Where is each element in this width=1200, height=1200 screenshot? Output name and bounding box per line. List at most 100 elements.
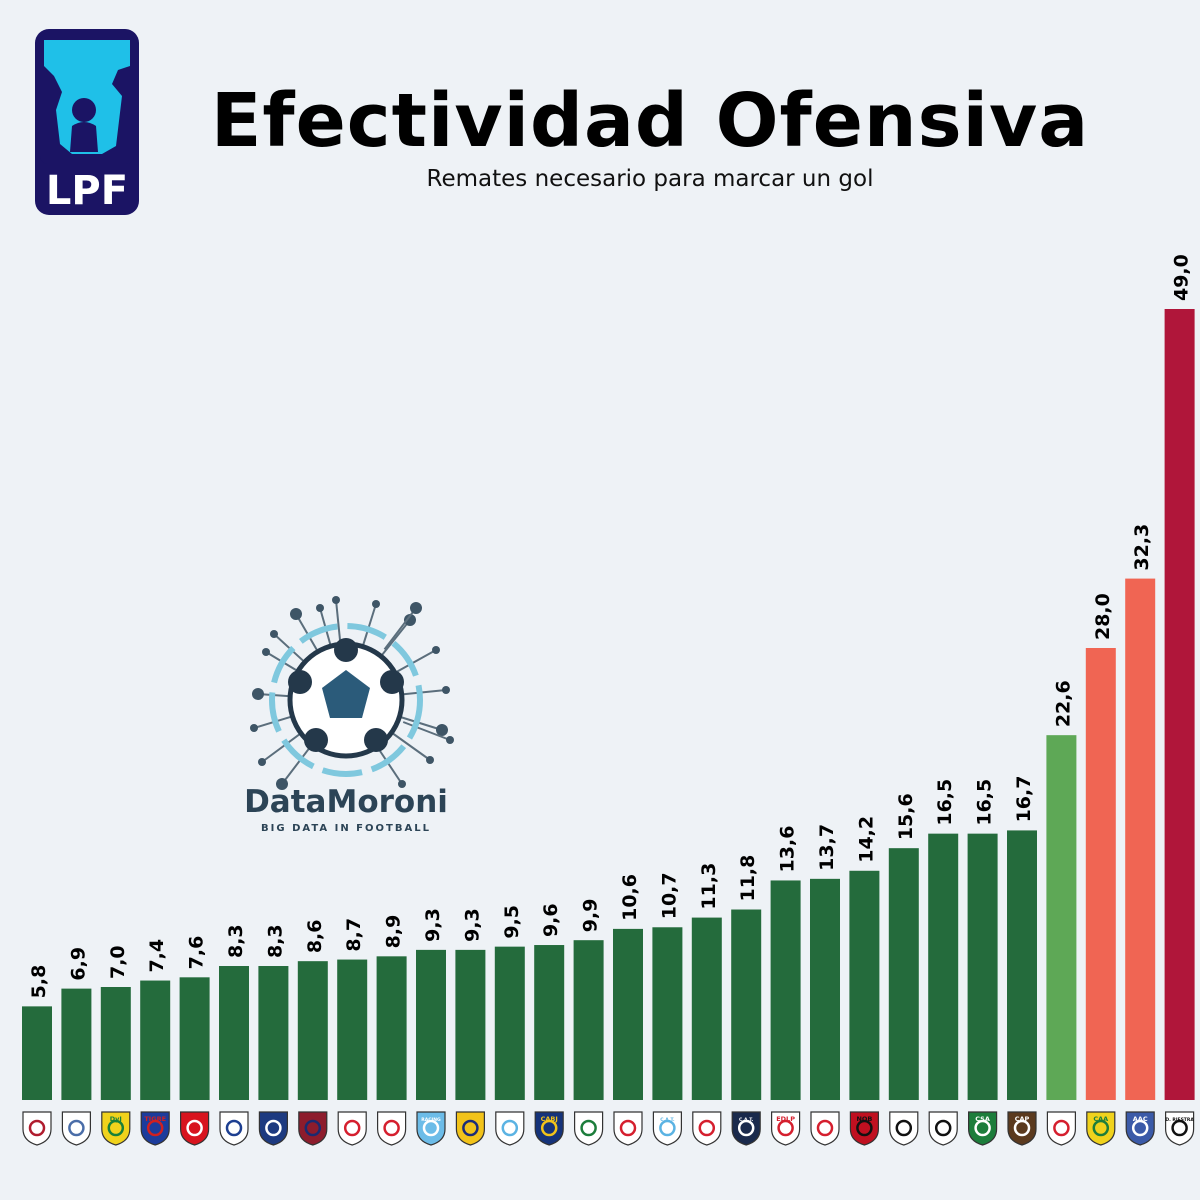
crest-emblem <box>934 1119 952 1137</box>
network-node <box>442 686 450 694</box>
bar-value-label: 10,6 <box>619 874 641 921</box>
crest-text: D. RIESTRA <box>1165 1117 1194 1123</box>
crest-emblem <box>1013 1119 1031 1137</box>
network-link <box>402 721 451 741</box>
lpf-logo-arm <box>70 122 98 152</box>
bar-value-label: 16,5 <box>934 779 956 826</box>
crest-shield <box>652 1111 682 1146</box>
network-node <box>250 724 258 732</box>
bar <box>100 987 131 1100</box>
bar-value-label: 16,5 <box>974 779 996 826</box>
ball-ring <box>269 623 423 777</box>
crest-emblem <box>462 1119 479 1137</box>
bar-value-label: 9,6 <box>540 903 562 937</box>
network-node <box>290 608 302 620</box>
bar-value-label: 7,6 <box>186 936 208 970</box>
crest-emblem <box>501 1119 519 1137</box>
team-crest-icon <box>613 1111 643 1146</box>
soccer-ball-network-icon <box>250 596 454 790</box>
ball-patch <box>304 728 328 752</box>
network-node <box>332 596 340 604</box>
bar <box>770 880 801 1100</box>
network-node <box>426 756 434 764</box>
crest-emblem <box>659 1119 676 1137</box>
crest-shield <box>692 1111 722 1146</box>
ball-patch <box>364 728 388 752</box>
crest-shield <box>1046 1111 1076 1146</box>
network-link <box>375 745 403 785</box>
crest-emblem <box>895 1119 913 1137</box>
network-node <box>432 646 440 654</box>
chart-subtitle: Remates necesario para marcar un gol <box>426 166 874 192</box>
crest-emblem <box>186 1119 203 1137</box>
crest-text: EDLP <box>776 1115 795 1123</box>
crest-shield <box>219 1111 249 1146</box>
network-link <box>295 613 320 654</box>
bar <box>219 966 249 1100</box>
bar-value-label: 9,3 <box>461 908 483 942</box>
bar-value-label: 16,7 <box>1013 776 1035 823</box>
bar <box>1046 735 1077 1100</box>
bar-value-label: 8,3 <box>225 924 247 958</box>
crest-emblem <box>974 1119 991 1137</box>
bar-value-label: 13,7 <box>816 824 838 871</box>
crest-shield <box>613 1111 643 1146</box>
crest-emblem <box>1171 1119 1188 1137</box>
crest-emblem <box>698 1119 716 1137</box>
crest-shield <box>337 1111 367 1146</box>
bar <box>1164 309 1195 1100</box>
bar-value-label: 8,9 <box>383 915 405 949</box>
watermark-tagline: BIG DATA IN FOOTBALL <box>261 823 431 834</box>
team-crest-icon <box>928 1111 958 1146</box>
crest-text: NOB <box>856 1115 872 1123</box>
network-node <box>446 736 454 744</box>
bar-value-label: 49,0 <box>1171 254 1193 301</box>
crest-shield <box>1007 1111 1037 1146</box>
bar <box>258 966 289 1100</box>
crest-shield <box>534 1111 564 1146</box>
crest-emblem <box>422 1119 440 1137</box>
ball-patch <box>334 638 358 662</box>
crest-text: DyJ <box>110 1115 122 1123</box>
crest-emblem <box>28 1119 46 1137</box>
team-crest-icon: RACING <box>416 1111 446 1146</box>
crest-emblem <box>737 1119 755 1137</box>
network-node <box>372 600 380 608</box>
lpf-logo-text: LPF <box>46 168 128 214</box>
bar <box>731 909 762 1100</box>
crest-shield <box>968 1111 998 1146</box>
network-node <box>262 648 270 656</box>
crest-shield <box>849 1111 879 1146</box>
crest-text: C.A.T. <box>660 1117 675 1123</box>
crest-shield <box>1086 1111 1116 1146</box>
team-crest-icon <box>337 1111 367 1146</box>
crest-shield <box>771 1111 801 1146</box>
chart-title: Efectividad Ofensiva <box>210 78 1090 164</box>
crest-shield <box>928 1111 958 1146</box>
ball-patch <box>380 670 404 694</box>
team-crest-icon: TIGRE <box>140 1111 170 1146</box>
crest-text: RACING <box>421 1117 441 1123</box>
lpf-logo-figure <box>44 40 130 154</box>
team-crest-icon <box>692 1111 722 1146</box>
network-node <box>410 602 422 614</box>
crest-shield <box>61 1111 91 1146</box>
team-crest-icon <box>298 1111 328 1146</box>
crest-emblem <box>856 1119 873 1137</box>
bar <box>61 988 92 1100</box>
crest-emblem <box>304 1119 322 1137</box>
bar-value-label: 6,9 <box>67 947 89 981</box>
crest-emblem <box>1053 1119 1070 1137</box>
lpf-logo-head <box>72 98 96 122</box>
bar <box>337 959 368 1100</box>
crest-emblem <box>225 1119 243 1137</box>
network-link <box>261 733 301 763</box>
network-link <box>398 715 443 731</box>
bar-value-label: 22,6 <box>1052 680 1074 727</box>
bar-value-label: 8,3 <box>264 924 286 958</box>
network-node <box>316 604 324 612</box>
team-crest-icon <box>22 1111 52 1146</box>
team-crest-icon <box>219 1111 249 1146</box>
bar <box>534 945 565 1100</box>
team-crest-icon <box>574 1111 604 1146</box>
